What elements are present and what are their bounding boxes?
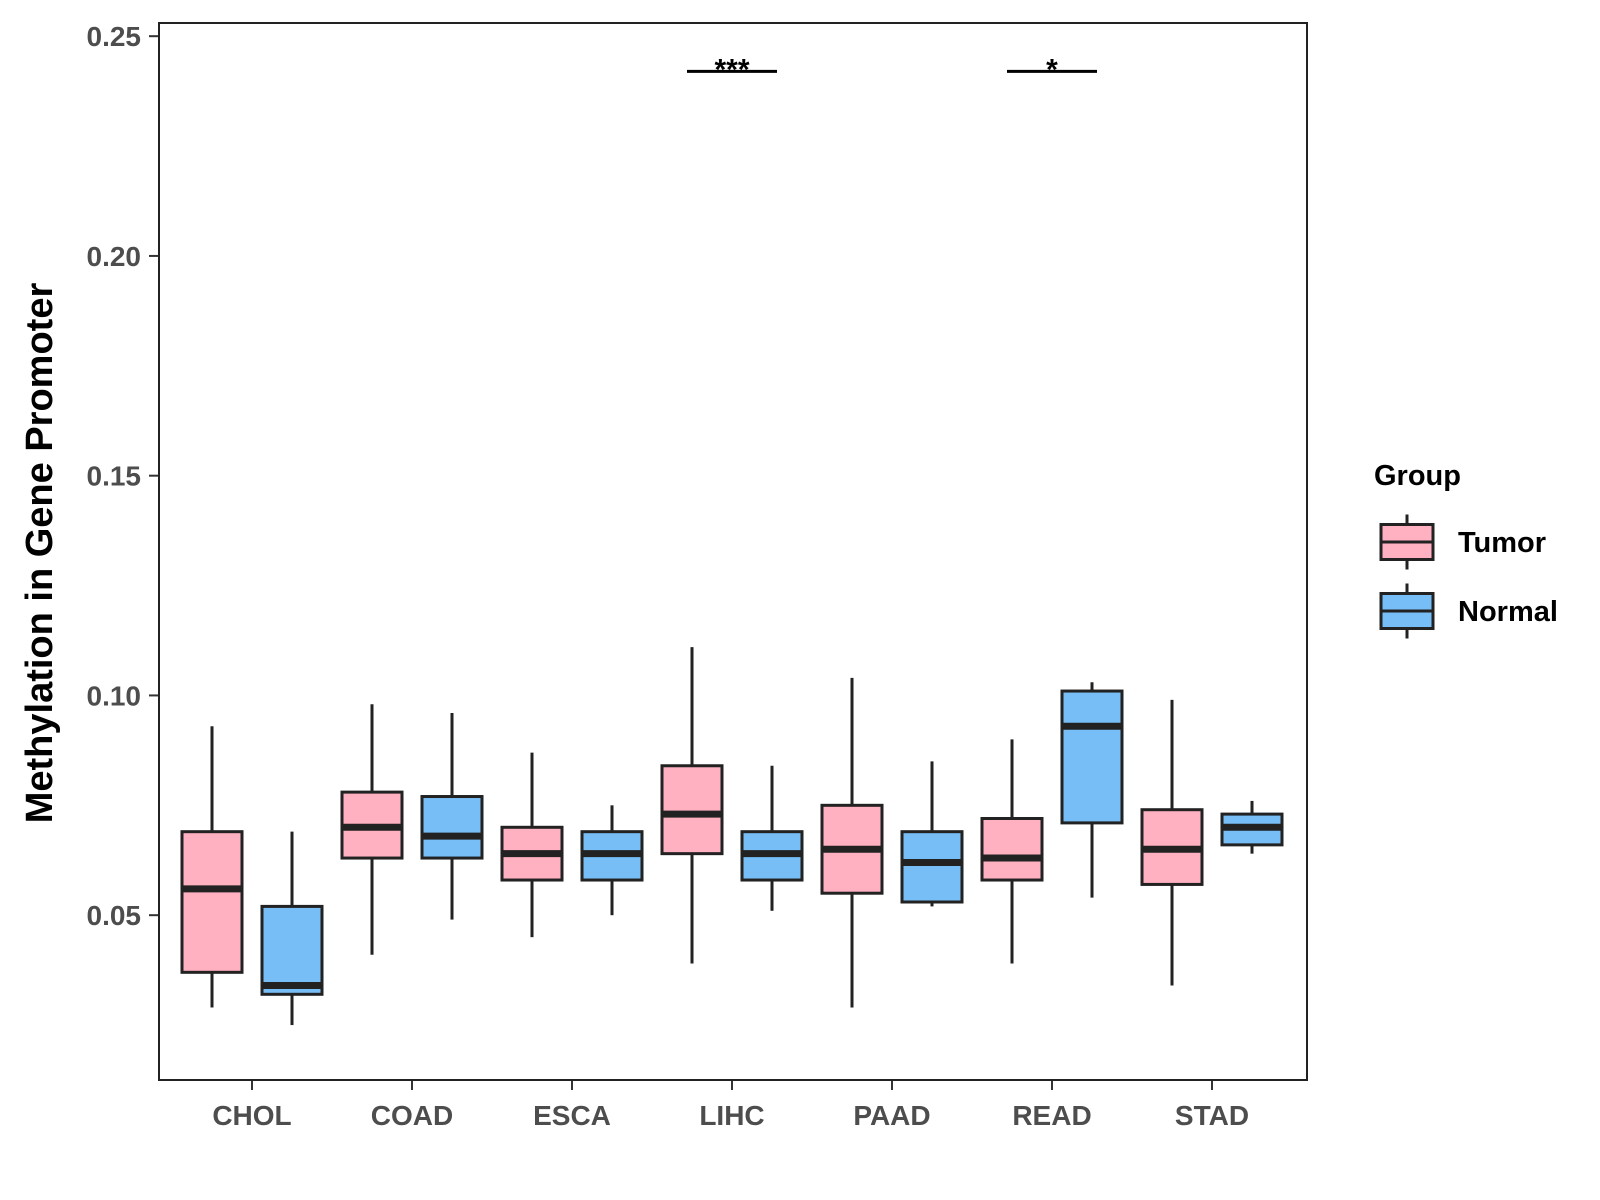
y-tick-label: 0.20 <box>87 241 142 272</box>
y-tick-label: 0.10 <box>87 680 142 711</box>
legend: Group Tumor Normal <box>1374 460 1558 639</box>
x-tick-label: PAAD <box>853 1100 930 1131</box>
box-chol-normal <box>260 831 324 1026</box>
legend-label-tumor: Tumor <box>1458 527 1546 559</box>
axis-layer: 0.05 0.10 0.15 0.20 0.25 CHOL COAD ESCA LIHC PAAD… <box>87 21 1250 1131</box>
box-coad-tumor <box>340 704 404 955</box>
box-layer <box>180 647 1284 1026</box>
plot-panel-background <box>159 23 1307 1080</box>
y-tick-label: 0.15 <box>87 461 142 492</box>
x-tick-label: CHOL <box>212 1100 291 1131</box>
box-body <box>1060 689 1124 825</box>
legend-keys: Tumor Normal <box>1379 514 1558 639</box>
y-tick-label: 0.05 <box>87 900 142 931</box>
box-coad-normal <box>420 713 484 920</box>
box-esca-normal <box>580 805 644 916</box>
box-body <box>260 904 324 996</box>
x-tick-label: READ <box>1012 1100 1091 1131</box>
x-tick-label: ESCA <box>533 1100 611 1131</box>
x-tick-label: COAD <box>371 1100 453 1131</box>
plot-panel-border <box>158 22 1308 1081</box>
y-axis-title: Methylation in Gene Promoter <box>19 283 61 824</box>
box-read-normal <box>1060 682 1124 898</box>
significance-label: * <box>1046 53 1058 86</box>
box-paad-normal <box>900 761 964 907</box>
box-read-tumor <box>980 739 1044 964</box>
box-stad-tumor <box>1140 699 1204 986</box>
box-stad-normal <box>1220 800 1284 854</box>
box-lihc-normal <box>740 765 804 911</box>
x-tick-label: STAD <box>1175 1100 1249 1131</box>
significance-label: *** <box>714 53 749 86</box>
box-body <box>420 795 484 860</box>
legend-key-tumor: Tumor <box>1379 514 1546 570</box>
legend-label-normal: Normal <box>1458 596 1558 628</box>
box-body <box>660 764 724 856</box>
annotation-layer: *** * <box>687 53 1097 86</box>
box-paad-tumor <box>820 677 884 1008</box>
legend-title: Group <box>1374 460 1461 492</box>
box-chol-tumor <box>180 726 244 1008</box>
x-tick-label: LIHC <box>699 1100 764 1131</box>
box-body <box>900 830 964 904</box>
box-body <box>180 830 244 974</box>
box-lihc-tumor <box>660 647 724 964</box>
box-esca-tumor <box>500 752 564 938</box>
box-body <box>980 816 1044 882</box>
y-tick-label: 0.25 <box>87 21 142 52</box>
legend-key-normal: Normal <box>1379 583 1558 639</box>
